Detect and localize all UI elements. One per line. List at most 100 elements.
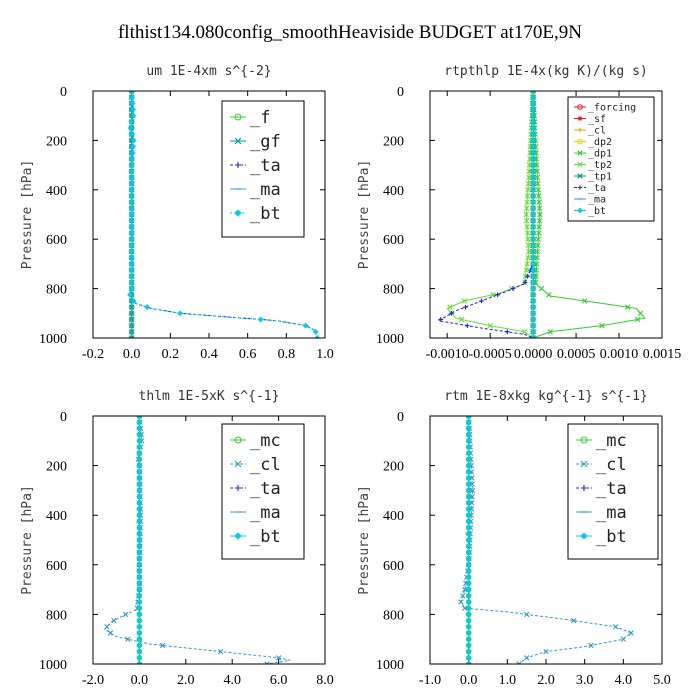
data-point-bt — [128, 248, 135, 255]
data-point-bt — [136, 549, 143, 556]
legend-marker — [580, 460, 588, 468]
x-tick-label: 2.0 — [177, 673, 195, 688]
data-point-bt — [136, 456, 143, 463]
data-point-bt — [465, 416, 472, 419]
data-point-dp1 — [535, 187, 541, 193]
data-point-bt — [128, 174, 135, 181]
y-tick-label: 400 — [383, 184, 404, 199]
data-point-cl — [458, 599, 464, 605]
data-point-bt — [130, 137, 137, 144]
data-point-cl — [523, 655, 530, 661]
data-point-bt — [465, 630, 472, 636]
data-point-dp1 — [535, 242, 541, 249]
data-point-tp2 — [525, 236, 531, 242]
data-point-bt — [136, 617, 143, 624]
data-point-bt — [128, 119, 135, 125]
data-point-bt — [136, 481, 143, 488]
legend: _forcing_sf_cl_dp2_dp1_tp2_tp1_ta_ma_bt — [567, 96, 655, 222]
legend: _f _gf _ta _ma _bt — [221, 100, 305, 238]
data-point-bt — [530, 91, 536, 94]
data-point-tp2 — [526, 174, 532, 181]
data-point-gf — [128, 91, 135, 94]
data-point-ta — [510, 286, 516, 291]
data-point-bt — [465, 661, 472, 664]
data-point-bt — [136, 506, 143, 512]
y-tick-label: 600 — [383, 233, 404, 248]
data-point-bt — [129, 149, 136, 156]
legend-label: _ta — [588, 183, 606, 194]
data-point-dp1 — [581, 298, 588, 304]
data-point-bt — [530, 125, 536, 131]
data-point-bt — [465, 444, 472, 450]
data-point-bt — [530, 223, 536, 230]
x-tick-label: 0.0 — [131, 673, 149, 688]
data-point-bt — [530, 310, 536, 317]
data-point-bt — [136, 623, 143, 630]
data-point-dp1 — [534, 248, 541, 255]
data-point-bt — [530, 211, 536, 218]
data-point-bt — [136, 537, 143, 543]
data-point-bt — [530, 162, 536, 168]
data-point-bt — [530, 230, 536, 236]
data-point-dp1 — [536, 224, 542, 230]
x-tick-label: 0.4 — [200, 347, 218, 362]
data-point-tp2 — [523, 205, 530, 212]
data-point-bt — [530, 168, 536, 175]
data-point-bt — [530, 217, 536, 224]
legend-label: _ta — [250, 479, 281, 499]
data-point-bt — [530, 174, 536, 181]
x-tick-label: 0.0000 — [514, 347, 553, 362]
data-point-bt — [136, 574, 143, 581]
legend-label: _bt — [250, 527, 281, 547]
data-point-tp2 — [523, 267, 530, 273]
data-point-cl — [107, 630, 114, 636]
data-point-bt — [530, 112, 536, 119]
data-point-bt — [136, 530, 143, 537]
data-point-bt — [136, 586, 143, 593]
data-point-bt — [136, 444, 143, 450]
data-point-bt — [465, 437, 472, 444]
data-point-bt — [257, 316, 264, 323]
legend-marker — [577, 173, 583, 179]
data-point-bt — [530, 248, 536, 255]
data-point-ta — [479, 298, 484, 304]
data-point-bt — [136, 431, 143, 438]
data-point-cl — [523, 611, 530, 618]
data-point-bt — [530, 254, 536, 261]
data-point-bt — [136, 642, 143, 649]
x-tick-label: -0.0005 — [469, 347, 512, 362]
data-point-bt — [530, 199, 536, 206]
data-point-bt — [465, 580, 472, 587]
data-point-bt — [465, 524, 472, 531]
y-tick-label: 1000 — [39, 332, 67, 347]
data-point-bt — [128, 205, 135, 212]
data-point-ta — [449, 311, 454, 316]
data-point-dp1 — [534, 174, 541, 181]
data-point-bt — [530, 137, 536, 144]
panel-title: rtm 1E-8xkg kg^{-1} s^{-1} — [444, 389, 648, 404]
data-point-bt — [465, 530, 472, 537]
data-point-cl — [516, 661, 522, 664]
data-point-bt — [128, 273, 135, 280]
legend-marker — [235, 162, 241, 168]
data-point-bt — [530, 193, 536, 199]
legend-marker — [577, 161, 583, 168]
data-point-cl — [588, 642, 594, 649]
data-point-dp1 — [536, 199, 542, 205]
data-point-cl — [469, 481, 475, 487]
data-point-cl — [122, 611, 129, 618]
data-point-bt — [465, 611, 472, 618]
data-point-cl — [111, 617, 117, 624]
data-point-bt — [465, 561, 472, 568]
data-point-cl — [275, 655, 282, 661]
data-point-bt — [465, 654, 472, 661]
panel-2: rtpthlp 1E-4x(kg K)/(kg s) Pressure [hPa]… — [357, 64, 681, 362]
data-point-bt — [128, 91, 135, 94]
data-point-bt — [530, 316, 536, 323]
data-point-bt — [136, 450, 143, 457]
data-point-bt — [136, 636, 143, 643]
data-point-bt — [128, 261, 135, 267]
x-tick-label: 3.0 — [576, 673, 594, 688]
x-tick-label: 0.0 — [460, 673, 478, 688]
